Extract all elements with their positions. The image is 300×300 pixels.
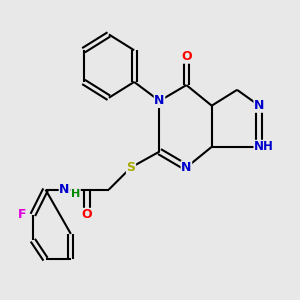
Text: O: O	[181, 50, 192, 63]
Text: O: O	[81, 208, 92, 221]
Text: N: N	[59, 183, 70, 196]
Text: N: N	[154, 94, 165, 107]
Text: H: H	[71, 189, 80, 199]
Text: N: N	[254, 99, 264, 112]
Text: NH: NH	[254, 140, 274, 153]
Text: F: F	[17, 208, 26, 221]
Text: N: N	[181, 161, 192, 174]
Text: S: S	[127, 161, 136, 174]
